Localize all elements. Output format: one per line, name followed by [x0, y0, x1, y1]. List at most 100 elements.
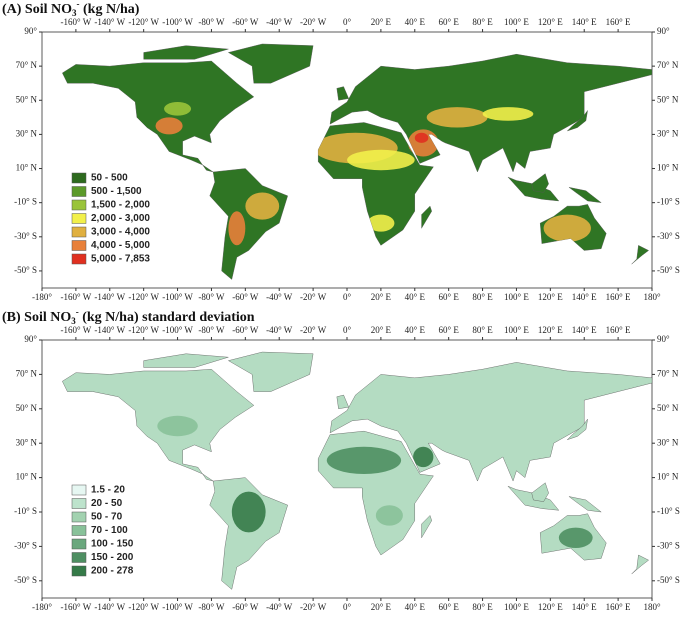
- lat-label: 50° N: [16, 94, 38, 104]
- lat-label: 50° N: [657, 94, 679, 104]
- lat-label: -50° S: [657, 265, 680, 275]
- value-region: [543, 214, 591, 242]
- lon-label: 60° E: [438, 292, 459, 302]
- lon-label: -80° W: [198, 602, 225, 612]
- lon-label: 120° E: [538, 17, 563, 27]
- lon-label: -80° W: [198, 325, 225, 335]
- title-text: (B) Soil NO: [2, 310, 71, 325]
- lon-label: 80° E: [472, 17, 493, 27]
- lat-label: 50° N: [16, 403, 38, 413]
- lat-label: -10° S: [657, 197, 680, 207]
- lon-label: -140° W: [94, 292, 125, 302]
- panel-title: (A) Soil NO3- (kg N/ha): [2, 0, 140, 18]
- legend-swatch: [71, 525, 87, 536]
- lon-label: -40° W: [266, 292, 293, 302]
- legend-label: 1.5 - 20: [91, 485, 125, 496]
- lon-label: 140° E: [572, 602, 597, 612]
- lon-label: 80° E: [472, 325, 493, 335]
- value-region: [164, 102, 192, 116]
- legend-label: 50 - 70: [91, 512, 123, 523]
- land: [329, 362, 653, 482]
- lat-label: 10° N: [657, 472, 679, 482]
- lon-label: 40° E: [405, 292, 426, 302]
- lon-label: -120° W: [128, 325, 159, 335]
- lat-label: -10° S: [14, 506, 37, 516]
- legend-swatch: [71, 213, 87, 224]
- lon-label: 60° E: [438, 325, 459, 335]
- lat-label: 30° N: [657, 437, 679, 447]
- legend-label: 5,000 - 7,853: [91, 254, 150, 265]
- lon-label: -40° W: [266, 602, 293, 612]
- lat-label: 70° N: [16, 60, 38, 70]
- lon-label: 20° E: [371, 602, 392, 612]
- lon-label: -180°: [32, 292, 52, 302]
- lon-label: 100° E: [504, 325, 529, 335]
- legend-swatch: [71, 511, 87, 523]
- lat-label: 30° N: [657, 128, 679, 138]
- lon-label: 60° E: [438, 602, 459, 612]
- lon-label: -60° W: [232, 602, 259, 612]
- lon-label: 120° E: [538, 292, 563, 302]
- value-region: [558, 527, 593, 548]
- lon-label: 40° E: [405, 325, 426, 335]
- lon-label: -80° W: [198, 17, 225, 27]
- lon-label: 0°: [343, 602, 352, 612]
- lon-label: 120° E: [538, 602, 563, 612]
- lat-label: -50° S: [14, 265, 37, 275]
- land: [227, 43, 314, 84]
- legend-label: 20 - 50: [91, 498, 123, 509]
- lon-label: 140° E: [572, 17, 597, 27]
- legend-swatch: [71, 253, 87, 265]
- land: [568, 187, 602, 203]
- lat-label: -10° S: [657, 506, 680, 516]
- map-panel: (A) Soil NO3- (kg N/ha) 90° 90° 70° N 70° N 5…: [2, 0, 680, 302]
- lon-label: 40° E: [405, 17, 426, 27]
- lon-label: -120° W: [128, 602, 159, 612]
- lat-label: -50° S: [657, 575, 680, 585]
- lon-label: -160° W: [61, 292, 92, 302]
- land: [336, 394, 349, 410]
- title-superscript: -: [77, 0, 80, 9]
- lat-label: 10° N: [16, 163, 38, 173]
- lat-label: 90°: [657, 334, 670, 344]
- lon-label: 120° E: [538, 325, 563, 335]
- lon-label: 160° E: [606, 17, 631, 27]
- legend-swatch: [71, 552, 87, 563]
- lat-label: 70° N: [657, 368, 679, 378]
- land: [227, 351, 314, 392]
- title-superscript: -: [76, 307, 79, 317]
- panel-title: (B) Soil NO3- (kg N/ha) standard deviati…: [2, 307, 255, 326]
- lat-label: -30° S: [14, 540, 37, 550]
- lon-label: 80° E: [472, 602, 493, 612]
- lat-label: 30° N: [16, 128, 38, 138]
- land: [631, 554, 649, 575]
- land: [631, 245, 649, 265]
- lon-label: 140° E: [572, 292, 597, 302]
- value-region: [375, 505, 403, 526]
- lat-label: 90°: [24, 26, 37, 36]
- map-panel: (B) Soil NO3- (kg N/ha) standard deviati…: [2, 307, 680, 612]
- lon-label: -160° W: [61, 325, 92, 335]
- legend-swatch: [71, 498, 87, 509]
- value-region: [367, 214, 395, 232]
- legend-swatch: [71, 186, 87, 197]
- lon-label: 0°: [343, 17, 352, 27]
- lat-label: 30° N: [16, 437, 38, 447]
- title-text: (kg N/ha) standard deviation: [79, 310, 255, 325]
- lon-label: -60° W: [232, 292, 259, 302]
- value-region: [231, 491, 266, 533]
- legend-label: 2,000 - 3,000: [91, 213, 150, 224]
- lon-label: 0°: [343, 292, 352, 302]
- land: [531, 482, 549, 502]
- lat-label: 90°: [657, 26, 670, 36]
- title-subscript: 3: [71, 316, 76, 326]
- legend-label: 70 - 100: [91, 525, 128, 536]
- lon-label: -40° W: [266, 325, 293, 335]
- lat-label: 10° N: [16, 472, 38, 482]
- legend-swatch: [71, 172, 87, 184]
- legend-swatch: [71, 484, 87, 496]
- lon-label: -20° W: [300, 325, 327, 335]
- lon-label: 160° E: [606, 602, 631, 612]
- lon-label: -60° W: [232, 17, 259, 27]
